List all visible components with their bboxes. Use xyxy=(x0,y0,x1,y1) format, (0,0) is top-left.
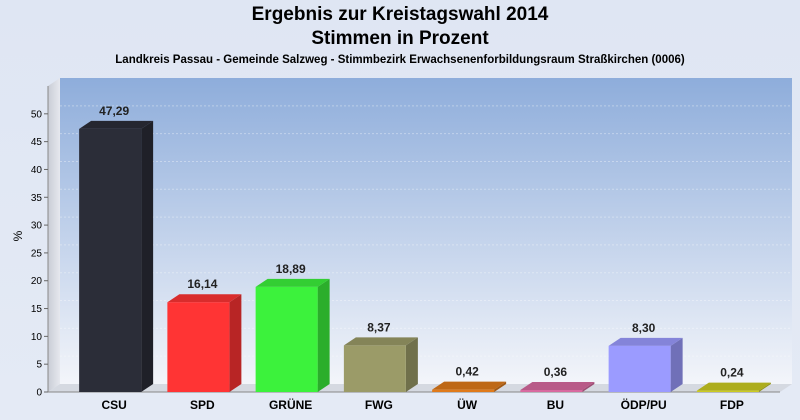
bar-ödp-pu xyxy=(608,337,683,392)
y-tick-label: 45 xyxy=(31,137,43,148)
bar-front xyxy=(696,390,759,392)
y-tick-label: 20 xyxy=(31,276,43,287)
bar-grüne xyxy=(255,278,330,392)
y-tick-label: 35 xyxy=(31,193,43,204)
bar-top xyxy=(432,381,507,390)
plot-left-wall xyxy=(48,78,60,392)
bar-side xyxy=(758,382,771,392)
y-tick-label: 40 xyxy=(31,165,43,176)
category-label: ÜW xyxy=(457,397,478,412)
value-label: 18,89 xyxy=(276,262,306,276)
category-labels: CSU SPD GRÜNE FWG ÜW BU ÖDP/PU FDP xyxy=(101,397,743,412)
bar-top xyxy=(167,294,242,303)
bar-side xyxy=(405,337,418,392)
bar-fdp xyxy=(696,382,771,392)
value-label: 8,37 xyxy=(367,320,391,334)
value-label: 0,24 xyxy=(720,366,744,380)
category-label: FWG xyxy=(365,398,393,412)
category-label: FDP xyxy=(720,398,744,412)
value-label: 0,36 xyxy=(544,365,568,379)
bar-top xyxy=(255,278,330,287)
bar-spd xyxy=(167,294,242,392)
chart-title: Ergebnis zur Kreistagswahl 2014 xyxy=(251,4,549,25)
category-label: GRÜNE xyxy=(269,397,312,412)
chart-description: Landkreis Passau - Gemeinde Salzweg - St… xyxy=(115,54,685,66)
y-tick-label: 15 xyxy=(31,304,43,315)
y-axis-label: % xyxy=(11,230,25,241)
bar-top xyxy=(696,382,771,391)
category-label: SPD xyxy=(190,398,215,412)
category-label: CSU xyxy=(101,398,126,412)
y-tick-label: 5 xyxy=(36,360,42,371)
value-label: 8,30 xyxy=(632,321,656,335)
category-label: ÖDP/PU xyxy=(621,397,667,412)
y-tick-label: 30 xyxy=(31,221,43,232)
bar-side xyxy=(494,381,507,392)
bar-top xyxy=(608,337,683,346)
value-label: 16,14 xyxy=(187,277,217,291)
bar-front xyxy=(432,389,495,392)
category-label: BU xyxy=(547,398,564,412)
bar-front xyxy=(167,302,230,392)
bar-side xyxy=(317,278,330,392)
bar-front xyxy=(255,286,318,392)
y-tick-label: 10 xyxy=(31,332,43,343)
bar-üw xyxy=(432,381,507,392)
bar-side xyxy=(582,381,595,392)
bar-top xyxy=(520,381,595,390)
y-tick-label: 25 xyxy=(31,248,43,259)
y-tick-label: 0 xyxy=(36,388,42,399)
bar-side xyxy=(670,337,683,392)
bar-top xyxy=(343,337,418,346)
bars xyxy=(79,120,771,393)
bar-side xyxy=(141,120,154,393)
chart-subtitle: Stimmen in Prozent xyxy=(311,28,489,49)
value-label: 0,42 xyxy=(455,365,479,379)
bar-top xyxy=(79,120,154,129)
bar-front xyxy=(520,389,583,392)
bar-front xyxy=(343,345,406,392)
bar-bu xyxy=(520,381,595,392)
y-axis-ticks: 0 5 10 15 20 25 30 35 40 45 50 xyxy=(31,109,48,399)
value-label: 47,29 xyxy=(99,104,129,118)
bar-front xyxy=(79,128,142,392)
bar-csu xyxy=(79,120,154,393)
y-tick-label: 50 xyxy=(31,109,43,120)
bar-front xyxy=(608,345,671,392)
bar-side xyxy=(229,294,242,392)
value-labels: 47,29 16,14 18,89 8,37 0,42 0,36 8,30 0,24 xyxy=(99,104,744,380)
bar-fwg xyxy=(343,337,418,392)
